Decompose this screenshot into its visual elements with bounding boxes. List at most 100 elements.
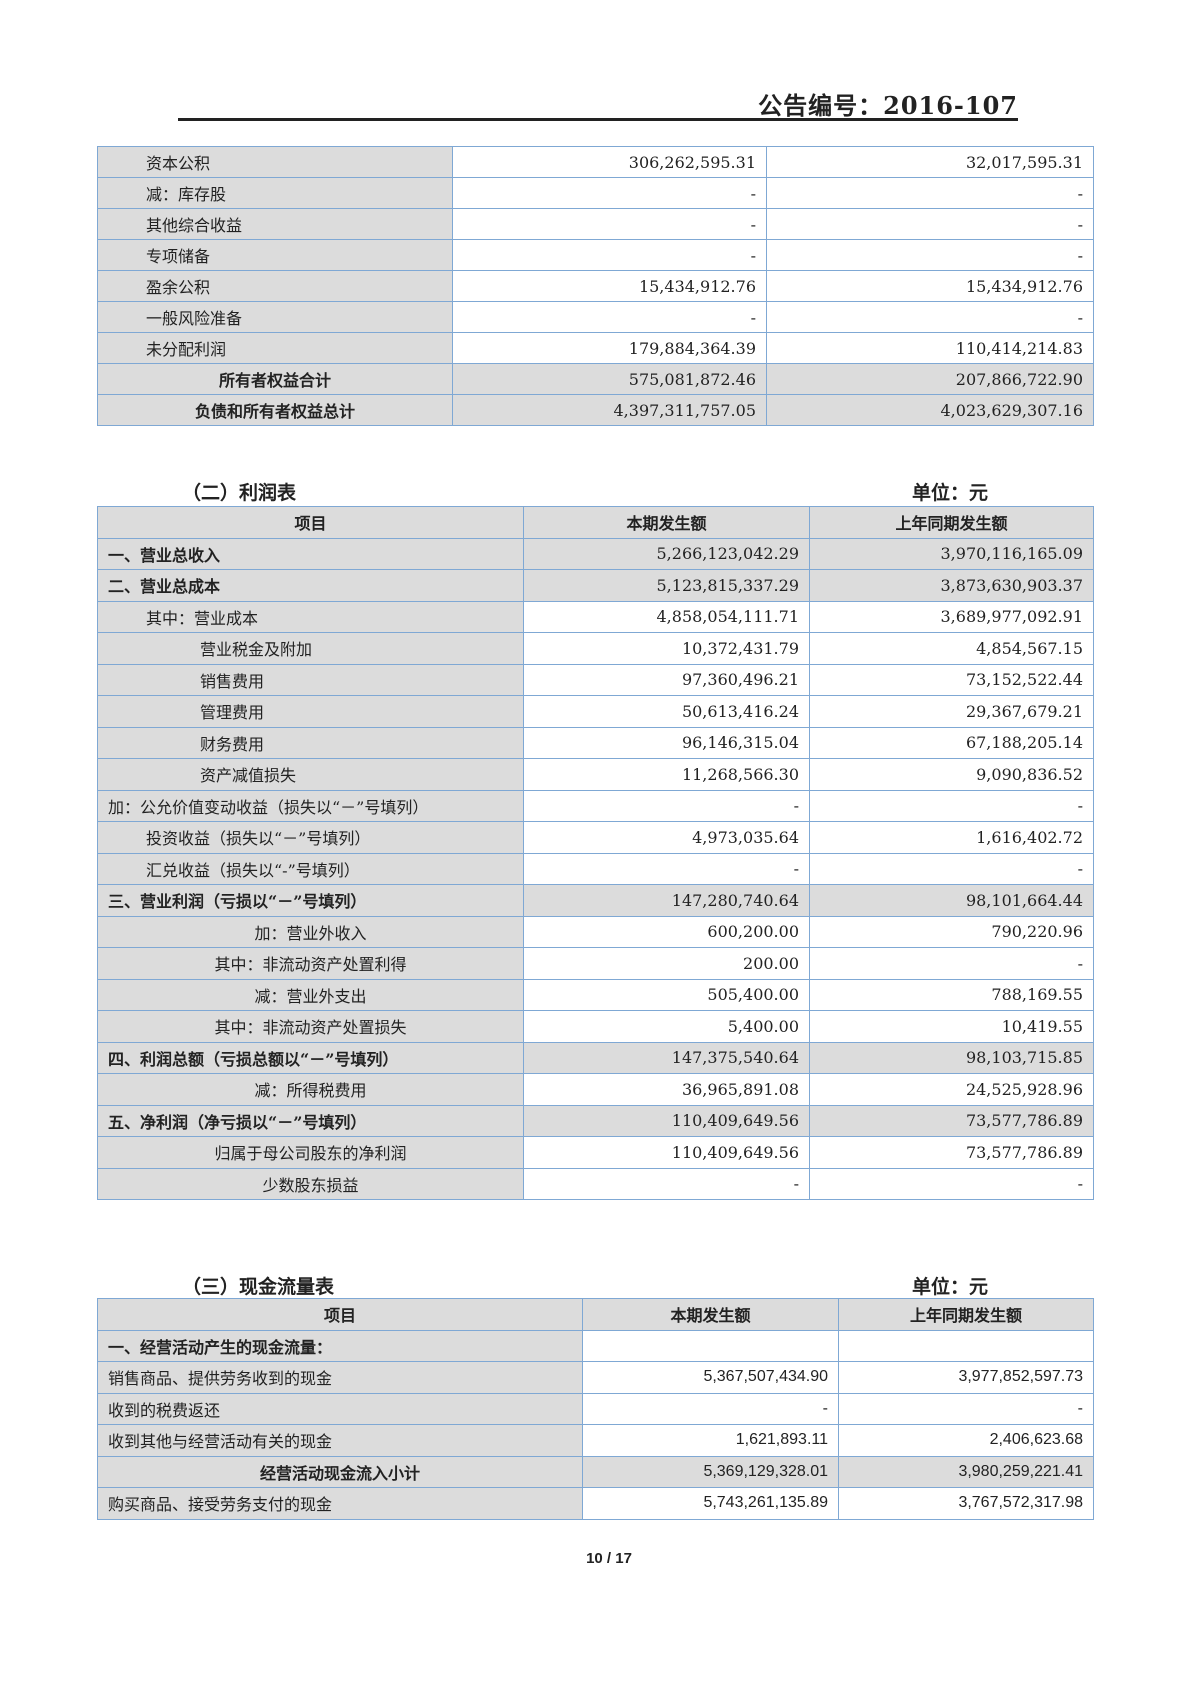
table-row: 汇兑收益（损失以“-”号填列） - - [97,852,1094,885]
current-period-value: 10,372,431.79 [523,632,810,665]
row-label: 销售商品、提供劳务收到的现金 [97,1361,583,1394]
row-label: 其中：营业成本 [97,600,524,633]
table-row: 购买商品、接受劳务支付的现金 5,743,261,135.89 3,767,572,… [97,1487,1094,1520]
row-label: 其他综合收益 [97,208,453,240]
table-row: 未分配利润 179,884,364.39 110,414,214.83 [97,332,1094,364]
column-header: 项目 [97,506,524,539]
current-period-value: 110,409,649.56 [523,1136,810,1169]
current-period-value: - [452,239,767,271]
income-statement-unit: 单位：元 [912,482,989,504]
prior-period-value: 98,103,715.85 [809,1041,1094,1074]
row-label: 营业税金及附加 [97,632,524,665]
prior-period-value: 73,152,522.44 [809,663,1094,696]
current-period-value: 505,400.00 [523,978,810,1011]
row-label: 收到其他与经营活动有关的现金 [97,1424,583,1457]
row-label: 加：营业外收入 [97,915,524,948]
row-label: 少数股东损益 [97,1167,524,1200]
cash-flow-table: 项目 本期发生额 上年同期发生额 一、经营活动产生的现金流量： 销售商品、提供劳务收到的… [97,1298,1094,1520]
current-period-value: 110,409,649.56 [523,1104,810,1137]
current-period-value: 1,621,893.11 [582,1424,839,1457]
prior-period-value: 207,866,722.90 [766,363,1094,395]
current-period-value: - [452,301,767,333]
prior-period-value: 110,414,214.83 [766,332,1094,364]
prior-period-value: - [766,239,1094,271]
header-row: 项目 本期发生额 上年同期发生额 [97,1298,1094,1331]
current-period-value: 306,262,595.31 [452,146,767,178]
header-rule [178,118,1018,121]
table-row: 所有者权益合计 575,081,872.46 207,866,722.90 [97,363,1094,395]
table-row: 投资收益（损失以“－”号填列） 4,973,035.64 1,616,402.72 [97,821,1094,854]
table-row: 资本公积 306,262,595.31 32,017,595.31 [97,146,1094,178]
table-row: 其中：非流动资产处置损失 5,400.00 10,419.55 [97,1010,1094,1043]
current-period-value: 5,743,261,135.89 [582,1487,839,1520]
table-row: 减：库存股 - - [97,177,1094,209]
current-period-value [582,1329,839,1362]
row-label: 其中：非流动资产处置损失 [97,1010,524,1043]
row-label: 减：所得税费用 [97,1073,524,1106]
row-label: 一、经营活动产生的现金流量： [97,1329,583,1362]
prior-period-value: 24,525,928.96 [809,1073,1094,1106]
current-period-value: 147,280,740.64 [523,884,810,917]
row-label: 盈余公积 [97,270,453,302]
row-label: 投资收益（损失以“－”号填列） [97,821,524,854]
row-label: 汇兑收益（损失以“-”号填列） [97,852,524,885]
prior-period-value: - [766,177,1094,209]
table-row: 减：营业外支出 505,400.00 788,169.55 [97,978,1094,1011]
current-period-value: 4,973,035.64 [523,821,810,854]
table-row: 加：公允价值变动收益（损失以“－”号填列） - - [97,789,1094,822]
row-label: 资产减值损失 [97,758,524,791]
announcement-number: 公告编号：2016-107 [758,91,1018,120]
table-row: 资产减值损失 11,268,566.30 9,090,836.52 [97,758,1094,791]
prior-period-value: 15,434,912.76 [766,270,1094,302]
table-row: 其他综合收益 - - [97,208,1094,240]
current-period-value: 97,360,496.21 [523,663,810,696]
row-label: 三、营业利润（亏损以“－”号填列） [97,884,524,917]
current-period-value: 50,613,416.24 [523,695,810,728]
prior-period-value: - [766,208,1094,240]
current-period-value: 179,884,364.39 [452,332,767,364]
current-period-value: 147,375,540.64 [523,1041,810,1074]
income-statement-title: （二）利润表 [182,482,297,504]
current-period-value: 5,266,123,042.29 [523,537,810,570]
table-row: 专项储备 - - [97,239,1094,271]
table-row: 减：所得税费用 36,965,891.08 24,525,928.96 [97,1073,1094,1106]
row-label: 未分配利润 [97,332,453,364]
prior-period-value: 67,188,205.14 [809,726,1094,759]
column-header: 本期发生额 [523,506,810,539]
prior-period-value: 32,017,595.31 [766,146,1094,178]
prior-period-value: 3,689,977,092.91 [809,600,1094,633]
row-label: 经营活动现金流入小计 [97,1455,583,1488]
row-label: 财务费用 [97,726,524,759]
table-row: 二、营业总成本 5,123,815,337.29 3,873,630,903.37 [97,569,1094,602]
current-period-value: 4,858,054,111.71 [523,600,810,633]
table-row: 三、营业利润（亏损以“－”号填列） 147,280,740.64 98,101,66… [97,884,1094,917]
cash-flow-unit: 单位：元 [912,1276,989,1298]
table-row: 管理费用 50,613,416.24 29,367,679.21 [97,695,1094,728]
prior-period-value: 3,767,572,317.98 [838,1487,1094,1520]
column-header: 本期发生额 [582,1298,839,1331]
row-label: 购买商品、接受劳务支付的现金 [97,1487,583,1520]
prior-period-value: 788,169.55 [809,978,1094,1011]
table-row: 财务费用 96,146,315.04 67,188,205.14 [97,726,1094,759]
table-row: 一、营业总收入 5,266,123,042.29 3,970,116,165.09 [97,537,1094,570]
row-label: 所有者权益合计 [97,363,453,395]
prior-period-value: 790,220.96 [809,915,1094,948]
prior-period-value: 4,023,629,307.16 [766,394,1094,426]
row-label: 一、营业总收入 [97,537,524,570]
current-period-value: - [582,1392,839,1425]
table-row: 销售商品、提供劳务收到的现金 5,367,507,434.90 3,977,852,… [97,1361,1094,1394]
current-period-value: 5,369,129,328.01 [582,1455,839,1488]
table-row: 经营活动现金流入小计 5,369,129,328.01 3,980,259,221.… [97,1455,1094,1488]
table-row: 其中：非流动资产处置利得 200.00- [97,947,1094,980]
row-label: 管理费用 [97,695,524,728]
prior-period-value: - [766,301,1094,333]
row-label: 资本公积 [97,146,453,178]
prior-period-value: - [809,789,1094,822]
current-period-value: 200.00 [523,947,810,980]
header-row: 项目 本期发生额 上年同期发生额 [97,506,1094,539]
table-row: 四、利润总额（亏损总额以“－”号填列） 147,375,540.64 98,103,… [97,1041,1094,1074]
prior-period-value: 3,970,116,165.09 [809,537,1094,570]
cash-flow-title: （三）现金流量表 [182,1276,335,1298]
current-period-value: 600,200.00 [523,915,810,948]
income-statement-table: 项目 本期发生额 上年同期发生额 一、营业总收入 5,266,123,042.29 3,9… [97,506,1094,1200]
